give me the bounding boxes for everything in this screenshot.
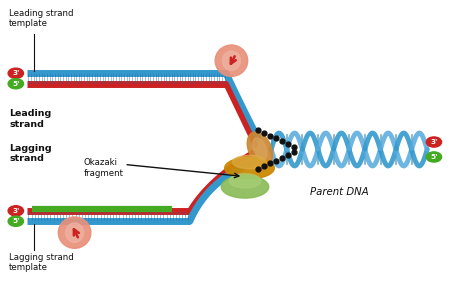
Text: Okazaki
fragment: Okazaki fragment [83,158,123,178]
Text: 3': 3' [12,70,19,76]
Ellipse shape [252,138,267,160]
Text: 5': 5' [12,81,19,87]
Circle shape [8,68,23,78]
Ellipse shape [65,223,83,242]
Text: Parent DNA: Parent DNA [309,187,368,197]
Text: 5': 5' [12,218,19,224]
Ellipse shape [229,174,260,188]
Text: Lagging
strand: Lagging strand [9,144,51,163]
Text: Leading
strand: Leading strand [9,109,51,129]
Ellipse shape [222,51,240,70]
Text: 3': 3' [12,208,19,214]
Circle shape [425,137,441,147]
Ellipse shape [221,176,268,198]
Circle shape [8,79,23,89]
Text: 5': 5' [429,154,437,160]
Ellipse shape [215,45,247,76]
Ellipse shape [58,217,91,248]
Text: 3': 3' [429,139,437,145]
Ellipse shape [232,155,266,169]
Circle shape [8,206,23,216]
Ellipse shape [247,132,272,166]
Text: Leading strand
template: Leading strand template [9,9,74,28]
Circle shape [8,216,23,226]
Circle shape [425,152,441,162]
Text: Lagging strand
template: Lagging strand template [9,253,74,272]
Ellipse shape [224,157,274,179]
